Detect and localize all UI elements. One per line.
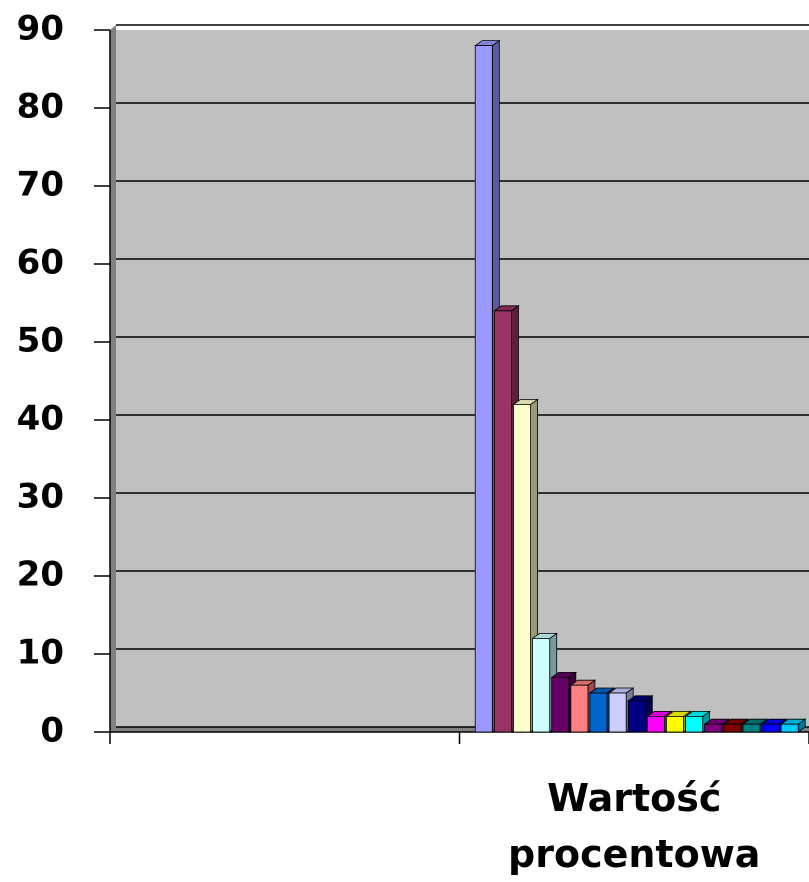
y-tick-label: 0 <box>40 711 64 751</box>
bar <box>570 684 589 733</box>
bar <box>646 716 665 733</box>
bar <box>627 700 646 733</box>
side-wall <box>110 25 116 732</box>
bar <box>780 723 799 733</box>
bar <box>685 716 704 733</box>
bar <box>666 716 684 733</box>
bar <box>513 403 531 733</box>
y-tick-label: 10 <box>17 633 64 673</box>
bar <box>493 310 512 733</box>
bar <box>742 723 761 733</box>
plot-area <box>110 30 809 732</box>
bar <box>589 692 608 733</box>
y-tick-label: 60 <box>17 243 64 283</box>
y-tick-label: 40 <box>17 399 64 439</box>
y-tick-label: 20 <box>17 555 64 595</box>
y-tick-label: 50 <box>17 321 64 361</box>
x-tick-label: Wartość procentowa <box>508 776 761 876</box>
bar <box>532 638 551 733</box>
y-tick-label: 90 <box>17 9 64 49</box>
y-tick-label: 30 <box>17 477 64 517</box>
bar <box>474 45 493 733</box>
bar <box>551 677 570 733</box>
y-tick-label: 80 <box>17 87 64 127</box>
bar <box>761 723 780 733</box>
bar <box>723 723 742 733</box>
bar <box>704 723 723 733</box>
y-tick-label: 70 <box>17 165 64 205</box>
bar <box>608 692 627 733</box>
